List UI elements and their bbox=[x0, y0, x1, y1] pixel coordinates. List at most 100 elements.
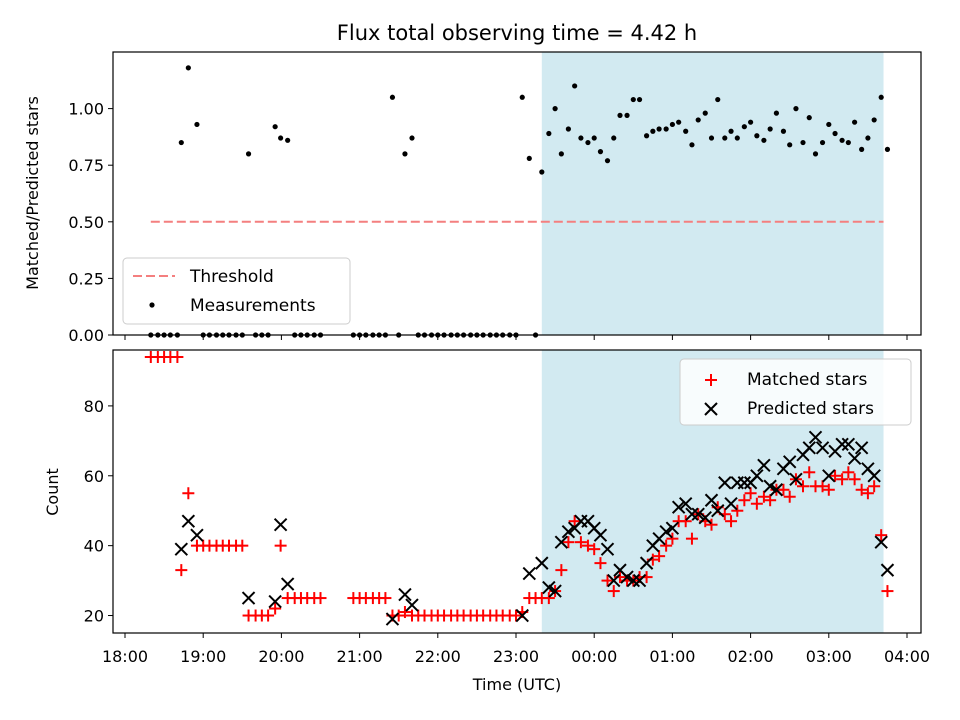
matched-star-point bbox=[314, 592, 327, 605]
measurement-point bbox=[656, 126, 662, 132]
matched-star-point bbox=[855, 483, 868, 496]
predicted-star-point bbox=[620, 570, 634, 584]
measurement-point bbox=[702, 110, 708, 116]
matched-star-point bbox=[269, 602, 282, 615]
matched-star-point bbox=[594, 557, 607, 570]
bottom-y-axis-label: Count bbox=[43, 468, 62, 516]
measurement-point bbox=[546, 130, 552, 137]
predicted-star-point bbox=[522, 566, 537, 581]
matched-star-point bbox=[731, 504, 744, 517]
matched-star-point bbox=[653, 550, 666, 563]
predicted-star-point bbox=[280, 577, 295, 591]
matched-star-point bbox=[171, 350, 184, 363]
bottom-panel: 20 40 60 80 18:00 19:00 20:00 21:00 22:00 23:00 0… bbox=[43, 349, 930, 694]
predicted-star-point bbox=[190, 528, 204, 542]
measurement-point bbox=[669, 121, 676, 128]
top-y-axis: 0.00 0.25 0.50 0.75 1.00 bbox=[68, 100, 113, 345]
matched-star-point bbox=[816, 480, 829, 493]
predicted-star-point bbox=[789, 472, 803, 486]
matched-star-point bbox=[881, 585, 894, 598]
predicted-star-point bbox=[268, 594, 282, 609]
measurement-point bbox=[389, 94, 396, 100]
predicted-star-point bbox=[626, 573, 641, 588]
x-tick-label: 20:00 bbox=[258, 647, 304, 666]
measurement-point bbox=[278, 135, 284, 141]
predicted-star-point bbox=[704, 493, 719, 507]
matched-star-point bbox=[705, 518, 718, 531]
matched-star-point bbox=[262, 609, 275, 622]
legend-measurements-label: Measurements bbox=[190, 296, 316, 316]
measurement-point bbox=[761, 137, 767, 143]
matched-star-point bbox=[568, 515, 581, 528]
measurement-point bbox=[728, 128, 734, 134]
predicted-star-point bbox=[757, 458, 771, 473]
measurement-point bbox=[597, 149, 604, 155]
matched-star-point bbox=[796, 480, 809, 493]
measurement-point bbox=[578, 135, 584, 141]
x-tick-label: 19:00 bbox=[180, 647, 226, 666]
legend-matched-label: Matched stars bbox=[747, 370, 867, 390]
top-y-tick-label: 0.75 bbox=[68, 156, 104, 175]
predicted-star-point bbox=[808, 430, 823, 445]
x-tick-label: 22:00 bbox=[415, 647, 461, 666]
predicted-star-point bbox=[815, 441, 830, 455]
predicted-star-point bbox=[854, 441, 869, 455]
measurement-point bbox=[526, 155, 532, 162]
x-tick-label: 18:00 bbox=[102, 647, 148, 666]
predicted-star-point bbox=[398, 587, 412, 602]
matched-star-point bbox=[679, 515, 692, 528]
predicted-star-point bbox=[665, 521, 680, 535]
measurement-point bbox=[689, 142, 695, 148]
predicted-star-point bbox=[802, 441, 816, 455]
predicted-star-point bbox=[867, 469, 881, 483]
legend-predicted-swatch bbox=[704, 402, 718, 416]
matched-star-point bbox=[555, 564, 568, 577]
measurement-point bbox=[683, 128, 689, 134]
measurement-point bbox=[185, 65, 191, 71]
measurement-point bbox=[604, 158, 611, 164]
measurement-point bbox=[871, 117, 877, 123]
measurement-point bbox=[572, 83, 578, 89]
measurement-point bbox=[636, 96, 643, 103]
predicted-star-point bbox=[174, 542, 189, 556]
matched-star-point bbox=[822, 483, 835, 496]
matched-star-point bbox=[764, 494, 777, 507]
matched-star-point bbox=[379, 592, 392, 605]
measurement-point bbox=[884, 146, 891, 152]
matched-star-point bbox=[581, 539, 594, 552]
measurement-point bbox=[565, 126, 571, 132]
bottom-y-tick-label: 40 bbox=[84, 537, 104, 556]
x-tick-label: 21:00 bbox=[337, 647, 383, 666]
measurement-point bbox=[715, 96, 721, 103]
measurement-point bbox=[819, 139, 826, 146]
measurement-point bbox=[787, 142, 793, 148]
measurement-point bbox=[754, 133, 760, 139]
predicted-star-point bbox=[782, 455, 797, 469]
measurement-point bbox=[812, 151, 819, 157]
matched-star-point bbox=[875, 529, 888, 542]
top-y-tick-label: 0.00 bbox=[68, 326, 104, 345]
predicted-star-point bbox=[718, 476, 732, 490]
measurement-point bbox=[865, 135, 871, 141]
predicted-star-point bbox=[593, 528, 608, 542]
matched-star-point bbox=[725, 515, 738, 528]
measurement-point bbox=[722, 135, 728, 141]
measurement-point bbox=[617, 112, 623, 118]
measurement-point bbox=[519, 94, 525, 100]
predicted-star-point bbox=[181, 514, 196, 528]
predicted-star-point bbox=[607, 573, 621, 588]
matched-star-point bbox=[274, 539, 287, 552]
bottom-plot-frame bbox=[112, 349, 922, 634]
measurement-point bbox=[539, 169, 545, 175]
x-tick-label: 04:00 bbox=[884, 647, 930, 666]
predicted-star-point bbox=[711, 504, 725, 518]
matched-star-point bbox=[562, 536, 575, 549]
matched-star-point bbox=[666, 532, 679, 545]
predicted-star-point bbox=[241, 591, 256, 605]
measurement-point bbox=[643, 133, 650, 139]
measurement-point bbox=[663, 126, 669, 132]
measurement-point bbox=[591, 135, 597, 141]
predicted-star-point bbox=[691, 507, 705, 521]
matched-star-point bbox=[574, 536, 587, 549]
